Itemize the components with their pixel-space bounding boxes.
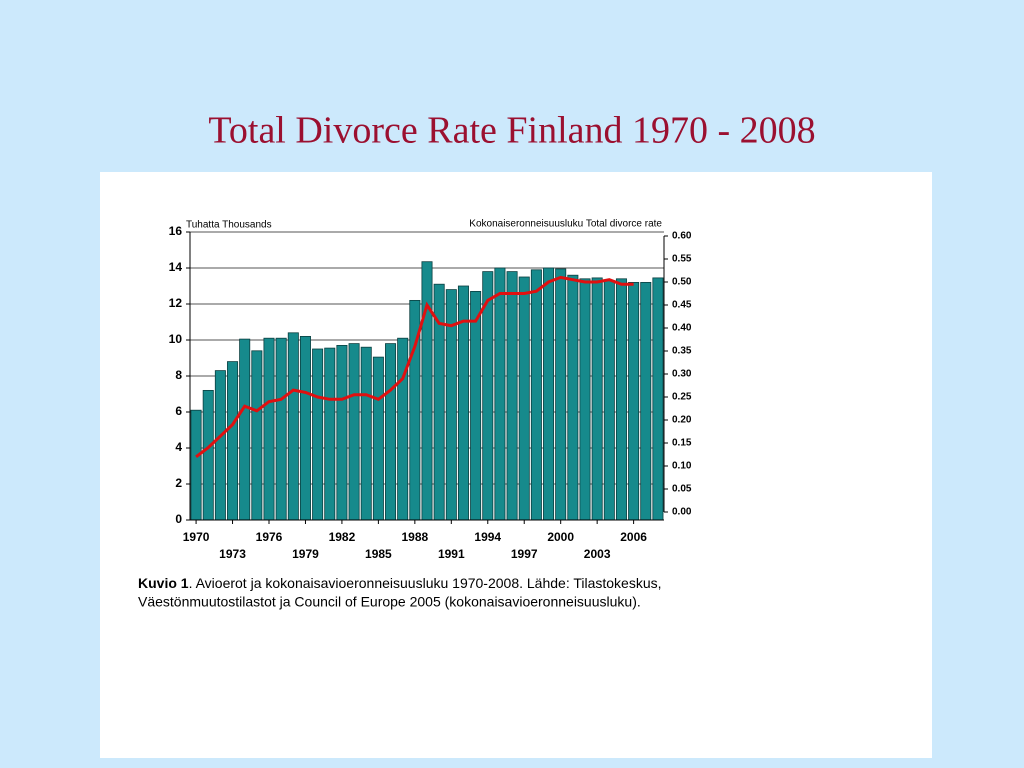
bar — [421, 261, 433, 521]
bar — [530, 269, 542, 521]
bar — [336, 344, 348, 521]
y2-tick-label: 0.60 — [672, 231, 692, 242]
y2-tick-label: 0.45 — [672, 300, 692, 311]
bar — [603, 280, 615, 521]
bar — [640, 281, 652, 521]
caption-text: . Avioerot ja kokonaisavioeronneisuusluk… — [189, 575, 662, 591]
bar — [275, 337, 287, 521]
caption-label: Kuvio 1 — [138, 575, 189, 591]
bar — [470, 290, 482, 521]
bar — [518, 276, 530, 521]
x-tick-label: 1994 — [474, 530, 501, 544]
y-tick-label: 2 — [175, 476, 182, 490]
y-tick-label: 12 — [169, 296, 183, 310]
y2-axis-label: Kokonaiseronneisuusluku Total divorce ra… — [469, 219, 662, 230]
y-tick-label: 8 — [175, 368, 182, 382]
y2-tick-label: 0.05 — [672, 484, 692, 495]
bar — [543, 267, 555, 521]
bar — [579, 278, 591, 521]
x-tick-label: 1982 — [329, 530, 356, 544]
y2-tick-label: 0.00 — [672, 507, 692, 518]
bar — [287, 332, 299, 521]
bar — [214, 370, 226, 521]
bar — [263, 337, 275, 521]
bar — [348, 343, 360, 521]
bar — [324, 347, 336, 521]
bar — [190, 409, 202, 521]
bar — [494, 267, 506, 521]
y2-tick-label: 0.50 — [672, 277, 692, 288]
bar — [227, 361, 239, 521]
bar — [628, 281, 640, 521]
bar — [615, 278, 627, 521]
y-tick-label: 10 — [169, 332, 183, 346]
x-tick-label: 1985 — [365, 547, 392, 561]
y2-tick-label: 0.15 — [672, 438, 692, 449]
bar — [591, 277, 603, 521]
bar — [567, 274, 579, 521]
bar — [202, 389, 214, 521]
x-tick-label: 1970 — [183, 530, 210, 544]
x-tick-label: 1991 — [438, 547, 465, 561]
y-tick-label: 4 — [175, 440, 182, 454]
y-tick-label: 14 — [169, 260, 183, 274]
caption: Kuvio 1. Avioerot ja kokonaisavioeronnei… — [138, 575, 662, 591]
x-tick-label: 1997 — [511, 547, 538, 561]
y2-tick-label: 0.25 — [672, 392, 692, 403]
y2-tick-label: 0.20 — [672, 415, 692, 426]
y2-tick-label: 0.40 — [672, 323, 692, 334]
bar — [251, 350, 263, 521]
y-tick-label: 6 — [175, 404, 182, 418]
bar — [299, 335, 311, 521]
x-tick-label: 1973 — [219, 547, 246, 561]
bar — [312, 348, 324, 521]
y2-tick-label: 0.30 — [672, 369, 692, 380]
y-tick-label: 0 — [175, 512, 182, 526]
y-axis-label: Tuhatta Thousands — [186, 220, 272, 231]
caption-text: Väestönmuutostilastot ja Council of Euro… — [138, 594, 641, 610]
y2-tick-label: 0.10 — [672, 461, 692, 472]
x-tick-label: 1988 — [401, 530, 428, 544]
bar — [385, 343, 397, 521]
bar — [652, 277, 664, 521]
x-tick-label: 2006 — [620, 530, 647, 544]
line — [195, 275, 634, 458]
bar — [360, 346, 372, 521]
y-tick-label: 16 — [169, 224, 183, 238]
x-tick-label: 1979 — [292, 547, 319, 561]
bar — [555, 268, 567, 521]
bar — [372, 356, 384, 521]
slide-title: Total Divorce Rate Finland 1970 - 2008 — [208, 110, 815, 152]
bar — [239, 338, 251, 521]
x-tick-label: 2003 — [584, 547, 611, 561]
y2-tick-label: 0.55 — [672, 254, 692, 265]
y2-tick-label: 0.35 — [672, 346, 692, 357]
bar — [506, 271, 518, 521]
x-tick-label: 2000 — [547, 530, 574, 544]
x-tick-label: 1976 — [256, 530, 283, 544]
